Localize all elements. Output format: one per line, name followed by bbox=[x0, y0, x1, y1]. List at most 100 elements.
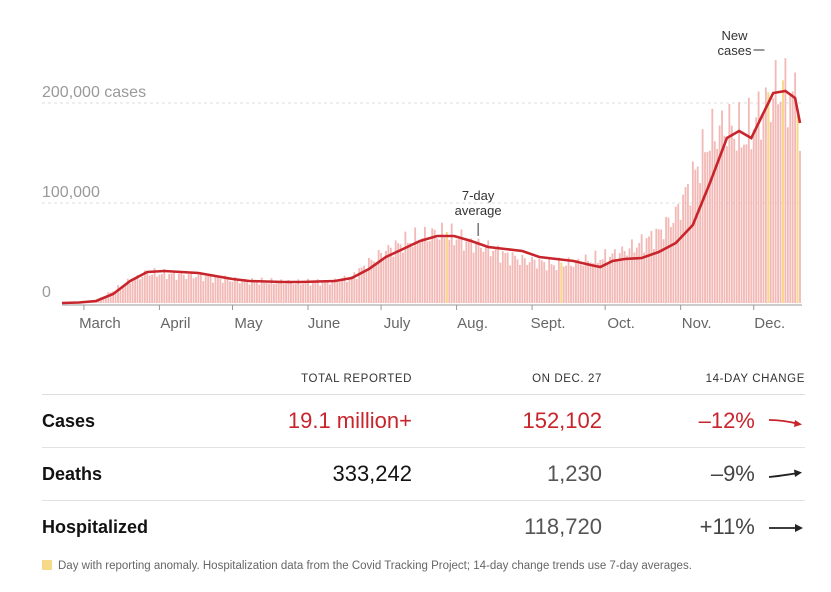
case-bar bbox=[314, 281, 317, 303]
case-bar bbox=[669, 226, 672, 303]
cases-change: –12% bbox=[698, 408, 755, 433]
case-bar bbox=[747, 97, 750, 303]
case-bar bbox=[209, 275, 212, 303]
case-bar bbox=[480, 247, 482, 303]
case-bar bbox=[139, 279, 141, 303]
case-bar bbox=[372, 261, 375, 303]
case-bar bbox=[518, 264, 521, 303]
case-bar bbox=[716, 148, 719, 303]
case-bar bbox=[553, 265, 555, 303]
case-bar bbox=[477, 238, 480, 303]
case-bar bbox=[786, 127, 789, 303]
case-bar bbox=[394, 240, 397, 303]
case-bar bbox=[107, 292, 110, 303]
case-bar bbox=[533, 259, 536, 303]
case-bar bbox=[243, 278, 246, 303]
table-row-cases: Cases 19.1 million+ 152,102 –12% bbox=[42, 394, 805, 448]
case-bar bbox=[365, 271, 368, 303]
case-bar bbox=[251, 278, 253, 303]
case-bar bbox=[367, 257, 370, 303]
case-bar bbox=[750, 149, 753, 303]
cases-chart: 0 100,000 200,000 cases March April May June J… bbox=[42, 28, 802, 332]
case-bar bbox=[679, 219, 682, 303]
case-bar bbox=[229, 281, 231, 303]
case-bar bbox=[270, 278, 273, 303]
y-tick-label: 200,000 cases bbox=[42, 84, 146, 101]
case-bar bbox=[156, 276, 158, 303]
case-bar bbox=[665, 217, 667, 303]
case-bar bbox=[699, 183, 702, 303]
case-bar bbox=[234, 277, 236, 303]
case-bar bbox=[316, 279, 319, 303]
hospitalized-change-cell: +11% bbox=[602, 501, 805, 554]
case-bar bbox=[677, 203, 680, 303]
y-tick-label: 0 bbox=[42, 284, 51, 301]
case-bar bbox=[613, 249, 616, 303]
seven-day-average-line bbox=[61, 89, 802, 305]
hospitalized-total bbox=[222, 501, 412, 554]
case-bar bbox=[168, 273, 171, 303]
case-bar bbox=[631, 239, 633, 303]
case-bar bbox=[346, 282, 348, 303]
case-bar bbox=[626, 255, 628, 303]
case-bar bbox=[667, 217, 670, 303]
case-bar bbox=[375, 262, 378, 303]
case-bar bbox=[326, 280, 329, 303]
case-bar bbox=[428, 240, 431, 303]
case-bar bbox=[509, 265, 512, 303]
case-bar bbox=[248, 284, 251, 303]
case-bar bbox=[121, 286, 124, 303]
case-bar bbox=[136, 275, 139, 303]
case-bar bbox=[153, 268, 156, 303]
case-bar bbox=[246, 280, 249, 303]
case-bar bbox=[304, 283, 307, 303]
case-bar bbox=[453, 245, 456, 303]
case-bar bbox=[302, 283, 305, 303]
case-bar bbox=[772, 98, 775, 303]
case-bar bbox=[173, 271, 175, 303]
case-bar bbox=[623, 250, 626, 303]
case-bar bbox=[277, 281, 280, 303]
x-tick-label: March bbox=[79, 315, 121, 332]
case-bar bbox=[392, 256, 395, 303]
case-bar bbox=[635, 247, 638, 303]
case-bar bbox=[592, 263, 594, 303]
anomaly-bar bbox=[767, 92, 770, 303]
case-bar bbox=[494, 249, 497, 303]
case-bar bbox=[745, 144, 748, 303]
header-blank bbox=[42, 366, 222, 395]
case-bar bbox=[324, 280, 326, 303]
case-bar bbox=[557, 257, 560, 303]
header-total: TOTAL REPORTED bbox=[222, 366, 412, 395]
case-bar bbox=[309, 285, 312, 303]
case-bar bbox=[219, 278, 222, 303]
case-bar bbox=[165, 279, 168, 303]
case-bar bbox=[660, 229, 663, 303]
case-bar bbox=[148, 275, 151, 303]
case-bar bbox=[265, 282, 268, 303]
case-bar bbox=[443, 237, 446, 303]
case-bar bbox=[431, 228, 434, 303]
case-bar bbox=[236, 280, 239, 303]
case-bar bbox=[202, 281, 205, 303]
case-bar bbox=[175, 279, 178, 303]
case-bar bbox=[628, 248, 631, 303]
case-bar bbox=[385, 250, 387, 303]
case-bar bbox=[207, 275, 210, 303]
case-bar bbox=[587, 260, 590, 303]
case-bar bbox=[531, 257, 533, 303]
case-bar bbox=[275, 283, 278, 303]
case-bar bbox=[350, 275, 353, 303]
x-tick-label: Oct. bbox=[607, 315, 635, 332]
x-tick-label: June bbox=[308, 315, 341, 332]
case-bar bbox=[338, 281, 341, 303]
case-bar bbox=[382, 258, 385, 303]
annotation-average-text: 7-day bbox=[462, 188, 495, 203]
case-bar bbox=[102, 296, 105, 303]
case-bar bbox=[204, 275, 207, 303]
case-bar bbox=[187, 273, 190, 303]
case-bar bbox=[294, 284, 297, 303]
x-tick-label: Dec. bbox=[754, 315, 785, 332]
case-bar bbox=[231, 281, 234, 303]
case-bar bbox=[755, 117, 758, 304]
